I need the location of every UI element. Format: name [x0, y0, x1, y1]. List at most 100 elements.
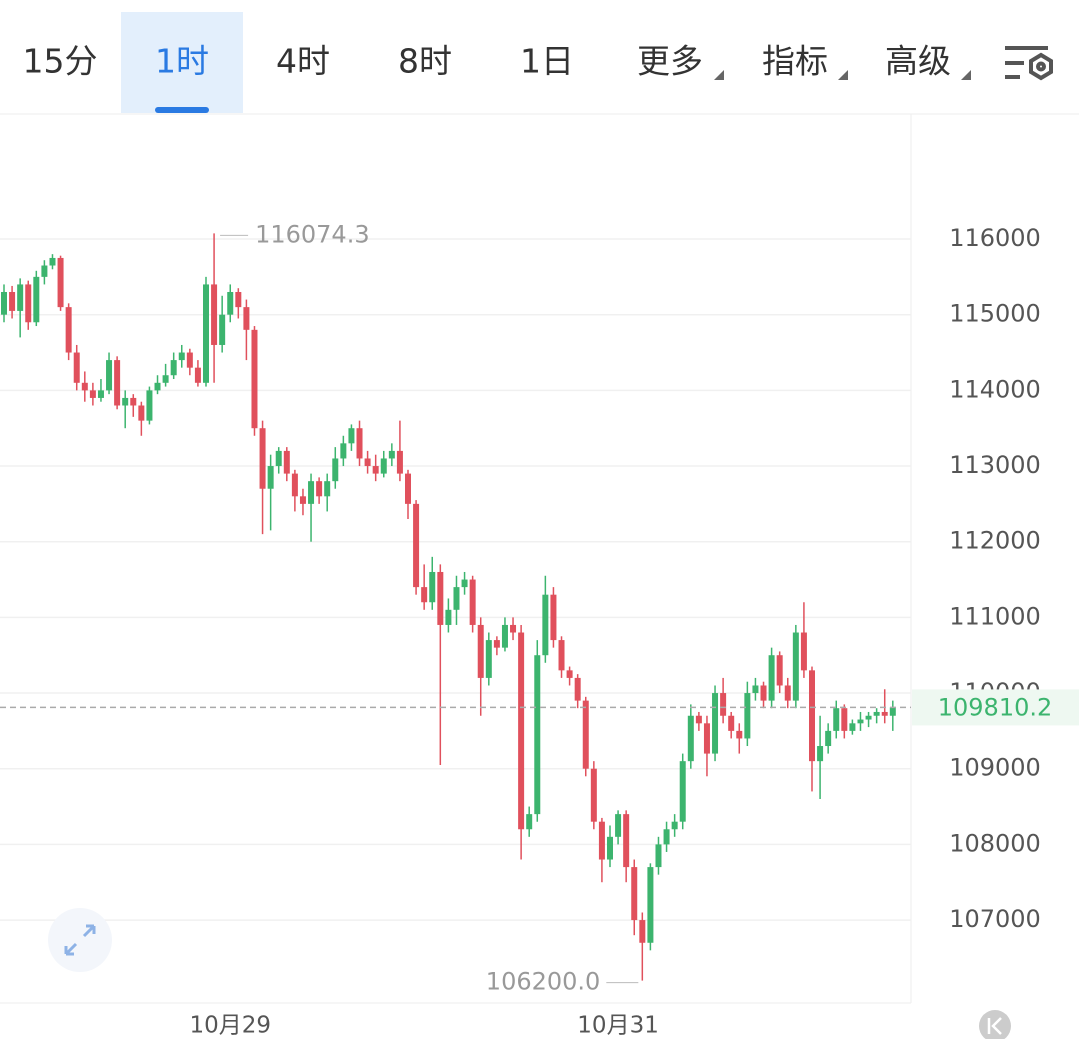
scroll-latest-button[interactable] [979, 1010, 1011, 1042]
y-tick-label: 108000 [949, 829, 1041, 857]
candle-body [833, 708, 840, 731]
y-tick-label: 109000 [949, 754, 1041, 782]
max-label: 116074.3 [255, 220, 370, 248]
candle-body [728, 715, 735, 731]
candle-body [235, 291, 242, 308]
scroll-latest-icon [987, 1017, 1002, 1035]
candle-body [526, 814, 533, 830]
candle-body [752, 685, 759, 694]
candle-body [106, 360, 113, 391]
candle-body [178, 352, 185, 361]
tab[interactable]: 8时 [398, 42, 452, 81]
y-tick-label: 107000 [949, 905, 1041, 933]
candle-body [445, 609, 452, 625]
candle-body [356, 428, 363, 459]
candle-body [679, 761, 686, 822]
tab[interactable]: 15分 [23, 42, 98, 81]
candle-body [41, 265, 48, 277]
candle-body [65, 307, 72, 353]
candle-body [203, 284, 209, 383]
candle-body [1, 291, 7, 315]
candle-body [33, 276, 40, 323]
candle-body [308, 481, 315, 504]
candle-body [817, 746, 824, 762]
candle-body [437, 571, 444, 625]
candle-body [825, 730, 832, 747]
candle-body [219, 314, 226, 345]
candle-body [477, 624, 484, 678]
tab[interactable]: 4时 [276, 42, 330, 81]
x-tick-label: 10月31 [577, 1013, 659, 1039]
candle-body [485, 640, 492, 678]
candle-body [712, 693, 719, 754]
candle-body [631, 867, 638, 921]
tab[interactable]: 更多 [637, 42, 703, 81]
candle-body [687, 715, 694, 762]
candle-body [663, 829, 670, 845]
candle-body [211, 284, 218, 345]
candle-body [162, 375, 169, 383]
candle-body [744, 693, 751, 739]
candle-body [800, 632, 807, 671]
candle-body [865, 715, 872, 720]
candle-body [17, 284, 24, 311]
expand-button[interactable] [48, 908, 112, 972]
candle-body [809, 670, 815, 762]
candle-body [405, 473, 411, 504]
tab[interactable]: 指标 [762, 42, 828, 81]
candle-body [57, 257, 64, 308]
candle-body [784, 685, 791, 701]
candle-body [372, 466, 379, 474]
candle-body [243, 307, 250, 330]
candle-body [130, 397, 137, 406]
candle-body [607, 836, 613, 860]
candle-body [114, 360, 121, 406]
candle-body [9, 291, 16, 311]
settings-icon[interactable] [1005, 46, 1053, 81]
candle-body [857, 719, 864, 724]
y-tick-label: 115000 [949, 300, 1041, 328]
x-tick-label: 10月29 [189, 1013, 271, 1039]
candle-body [639, 920, 646, 943]
tab[interactable]: 高级 [885, 42, 951, 81]
candle-body [615, 814, 622, 837]
candle-body [550, 594, 557, 641]
candle-body [146, 390, 153, 421]
candle-body [251, 329, 258, 429]
candle-body [736, 730, 743, 739]
candle-body [421, 587, 428, 603]
y-tick-label: 113000 [949, 451, 1041, 479]
candle-body [89, 390, 96, 398]
candle-body [340, 443, 347, 459]
dropdown-arrow [961, 70, 971, 80]
min-label: 106200.0 [486, 968, 601, 996]
candle-body [873, 711, 880, 716]
candle-body [881, 711, 888, 716]
candle-body [396, 450, 403, 474]
last-price-box [912, 689, 1079, 726]
candle-body [655, 844, 662, 868]
candle-body [542, 594, 549, 656]
candle-body [25, 284, 32, 323]
candle-body [720, 693, 727, 716]
tab[interactable]: 1日 [520, 42, 574, 81]
y-tick-label: 114000 [949, 375, 1041, 403]
candle-body [380, 458, 387, 474]
candle-body [170, 360, 177, 376]
candle-body [122, 397, 129, 406]
candle-body [703, 723, 710, 754]
y-tick-label: 112000 [949, 527, 1041, 555]
candle-body [849, 723, 856, 731]
candle-body [324, 481, 331, 497]
candle-body [469, 579, 476, 625]
selected-tab-indicator [155, 107, 209, 113]
candle-body [227, 291, 234, 315]
candle-body [510, 624, 517, 633]
dropdown-arrow [714, 70, 724, 80]
candle-body [493, 640, 500, 648]
candle-body [364, 458, 371, 467]
candle-body [534, 655, 541, 815]
y-tick-label: 111000 [949, 602, 1041, 630]
tab[interactable]: 1时 [155, 42, 209, 81]
